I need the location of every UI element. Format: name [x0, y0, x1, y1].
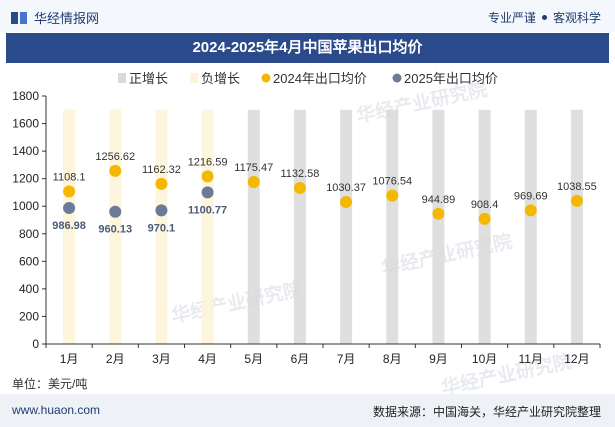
- footer: www.huaon.com 数据来源：中国海关，华经产业研究院整理: [0, 394, 615, 427]
- growth-bar: [570, 109, 583, 345]
- y-tick-label: 200: [19, 309, 39, 323]
- growth-bar: [155, 109, 168, 345]
- data-label-2024: 1030.37: [326, 182, 366, 194]
- bullet-icon: [541, 15, 547, 21]
- point-2024: [247, 176, 260, 189]
- data-label-2025: 970.1: [148, 222, 176, 234]
- y-tick-label: 1600: [12, 117, 39, 131]
- point-2025: [201, 186, 214, 199]
- x-tick-label: 12月: [564, 352, 589, 366]
- growth-bar: [340, 109, 353, 345]
- y-tick-label: 1200: [12, 172, 39, 186]
- point-2024: [478, 212, 491, 225]
- y-tick-label: 600: [19, 254, 39, 268]
- data-label-2024: 1132.58: [280, 168, 319, 180]
- brand-logo-icon: [11, 11, 27, 24]
- x-tick-label: 11月: [519, 352, 543, 366]
- x-tick-label: 8月: [383, 352, 402, 366]
- x-tick-label: 2月: [106, 352, 125, 366]
- point-2024: [570, 194, 583, 207]
- point-2024: [155, 177, 168, 190]
- growth-bar: [478, 109, 491, 345]
- point-2024: [386, 189, 399, 202]
- legend-2024-marker: [261, 73, 271, 83]
- point-2024: [340, 196, 353, 209]
- chart-title: 2024-2025年4月中国苹果出口均价: [6, 33, 609, 63]
- x-tick-label: 6月: [291, 352, 310, 366]
- x-tick-label: 10月: [472, 352, 497, 366]
- y-tick-label: 800: [19, 227, 39, 241]
- point-2024: [293, 181, 306, 194]
- brand: 华经情报网: [10, 8, 99, 27]
- data-label-2024: 969.69: [514, 190, 548, 202]
- point-2025: [63, 202, 76, 215]
- point-2024: [109, 164, 122, 177]
- data-label-2025: 986.98: [52, 220, 86, 232]
- data-label-2024: 1076.54: [372, 176, 412, 188]
- data-label-2024: 908.4: [471, 199, 499, 211]
- point-2024: [524, 204, 537, 217]
- data-label-2024: 1175.47: [234, 162, 273, 174]
- x-tick-label: 4月: [198, 352, 217, 366]
- data-label-2025: 1100.77: [188, 204, 227, 216]
- data-source: 数据来源：中国海关，华经产业研究院整理: [372, 405, 601, 419]
- point-2024: [432, 207, 445, 220]
- growth-bar: [386, 109, 399, 345]
- point-2024: [63, 185, 76, 198]
- data-label-2024: 944.89: [422, 194, 456, 206]
- legend-2025-marker: [392, 73, 402, 83]
- data-label-2024: 1216.59: [188, 156, 228, 168]
- unit-label: 单位：美元/吨: [12, 377, 88, 391]
- growth-bar: [63, 109, 76, 345]
- point-2024: [201, 170, 214, 183]
- website-link[interactable]: www.huaon.com: [12, 403, 101, 417]
- data-label-2024: 1038.55: [557, 181, 597, 193]
- x-tick-label: 5月: [244, 352, 263, 366]
- y-tick-label: 400: [19, 282, 39, 296]
- y-tick-label: 1000: [12, 199, 39, 213]
- legend-negative-label: 负增长: [201, 71, 240, 86]
- legend-positive-swatch: [118, 73, 126, 83]
- data-label-2024: 1162.32: [142, 164, 181, 176]
- x-tick-label: 1月: [60, 352, 79, 366]
- top-bar: 华经情报网 专业严谨 客观科学: [0, 0, 615, 32]
- growth-bar: [432, 109, 445, 345]
- x-tick-label: 7月: [337, 352, 356, 366]
- slogan: 专业严谨 客观科学: [488, 9, 601, 26]
- y-tick-label: 0: [32, 337, 39, 351]
- growth-bar: [524, 109, 537, 345]
- legend-2025-label: 2025年出口均价: [404, 71, 498, 86]
- slogan-right: 客观科学: [552, 11, 601, 25]
- slogan-left: 专业严谨: [487, 11, 536, 25]
- x-tick-label: 3月: [152, 352, 171, 366]
- x-tick-label: 9月: [429, 352, 448, 366]
- data-label-2025: 960.13: [98, 224, 132, 236]
- data-label-2024: 1256.62: [95, 151, 135, 163]
- y-tick-label: 1400: [12, 144, 39, 158]
- legend-negative-swatch: [190, 73, 198, 83]
- brand-name: 华经情报网: [34, 11, 100, 26]
- legend-positive-label: 正增长: [129, 71, 168, 86]
- growth-bar: [293, 109, 306, 345]
- data-label-2024: 1108.1: [53, 171, 86, 183]
- point-2025: [155, 204, 168, 217]
- point-2025: [109, 205, 122, 218]
- growth-bar: [201, 109, 214, 345]
- y-tick-label: 1800: [12, 89, 39, 103]
- growth-bar: [247, 109, 260, 345]
- legend-2024-label: 2024年出口均价: [273, 71, 367, 86]
